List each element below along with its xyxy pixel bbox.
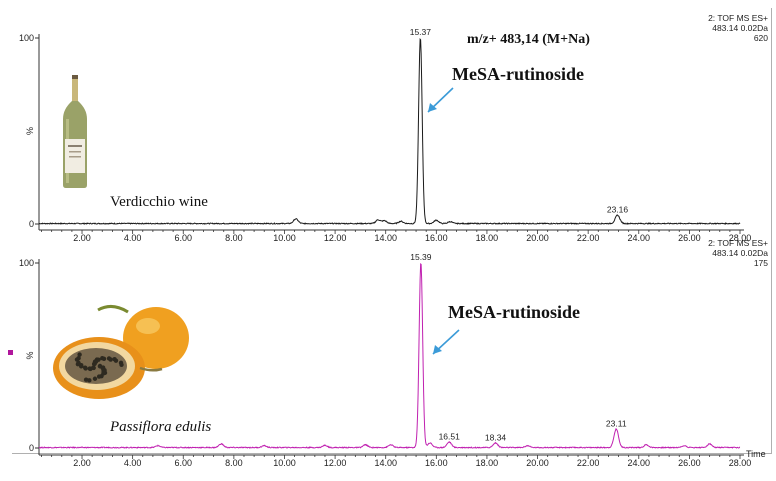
fruit-seed (101, 356, 107, 361)
fruit-seed (101, 368, 106, 374)
x-tick-label: 28.00 (729, 458, 752, 468)
x-tick-label: 26.00 (678, 458, 701, 468)
wine-bottle-icon (63, 75, 87, 188)
info-line: 2: TOF MS ES+ (708, 238, 768, 248)
peak-label: 23.16 (607, 205, 629, 215)
fruit-seed (108, 357, 113, 362)
fruit-seed (119, 362, 124, 367)
x-tick-label: 14.00 (374, 233, 397, 243)
y-tick-label-100: 100 (19, 258, 34, 268)
chromatogram-panel-1: 100% 0 2.00 4.00 6.00 8.00 10.00 12.00 14.00 16.0… (19, 13, 768, 243)
fruit-pulp (65, 348, 127, 384)
x-tick-label: 12.00 (324, 458, 347, 468)
y-axis-percent-label: % (25, 352, 35, 360)
x-tick-label: 18.00 (476, 233, 499, 243)
x-tick-label: 6.00 (174, 458, 192, 468)
bottle-label-line (69, 156, 81, 158)
bottle-cap (72, 75, 78, 79)
x-tick-label: 24.00 (628, 233, 651, 243)
passion-fruit-icon (53, 305, 189, 399)
x-tick-label: 16.00 (425, 233, 448, 243)
peak-label: 18.34 (485, 432, 507, 442)
x-tick-label: 20.00 (526, 233, 549, 243)
x-tick-label: 12.00 (324, 233, 347, 243)
fruit-seed (91, 365, 96, 370)
x-tick-label: 4.00 (124, 233, 142, 243)
fruit-highlight (136, 318, 160, 334)
y-tick-label-0: 0 (29, 219, 34, 229)
info-line: 483.14 0.02Da (712, 23, 768, 33)
x-tick-label: 28.00 (729, 233, 752, 243)
arrow-head-icon (433, 345, 442, 354)
fruit-half-stem (139, 366, 163, 372)
fruit-stem (97, 305, 129, 314)
bottle-neck (72, 79, 78, 101)
x-tick-label: 10.00 (273, 233, 296, 243)
x-tick-label: 10.00 (273, 458, 296, 468)
x-tick-label: 2.00 (73, 233, 91, 243)
fruit-seed (77, 352, 82, 357)
fruit-seed (82, 365, 88, 370)
sample-label: Verdicchio wine (110, 194, 208, 210)
sample-label: Passiflora edulis (109, 419, 211, 435)
x-axis-title: Time (746, 449, 766, 459)
compound-label: MeSA-rutinoside (452, 64, 584, 84)
fruit-seed (87, 378, 92, 383)
info-line: 175 (754, 258, 768, 268)
x-tick-label: 26.00 (678, 233, 701, 243)
x-tick-label: 8.00 (225, 458, 243, 468)
fruit-seed (93, 359, 99, 364)
info-line: 620 (754, 33, 768, 43)
x-tick-label: 18.00 (476, 458, 499, 468)
info-line: 483.14 0.02Da (712, 248, 768, 258)
peak-label: 16.51 (439, 431, 461, 441)
info-line: 2: TOF MS ES+ (708, 13, 768, 23)
bottle-label-line (69, 151, 81, 153)
fruit-seed (113, 358, 119, 363)
peak-label: 23.11 (606, 419, 627, 429)
figure-frame (12, 8, 772, 454)
fruit-seed (83, 377, 89, 382)
peak-label: 15.39 (410, 252, 432, 262)
x-tick-label: 22.00 (577, 458, 600, 468)
x-tick-label: 16.00 (425, 458, 448, 468)
fruit-seed (92, 376, 98, 381)
x-tick-label: 24.00 (628, 458, 651, 468)
arrow-head-icon (428, 103, 437, 112)
x-tick-label: 6.00 (174, 233, 192, 243)
x-tick-label: 22.00 (577, 233, 600, 243)
fruit-seed (96, 374, 102, 379)
chromatogram-trace (38, 263, 741, 449)
chromatogram-panel-2: 100% 0 2.00 4.00 6.00 8.00 10.00 12.00 14.00 16.0… (19, 238, 768, 468)
x-tick-label: 4.00 (124, 458, 142, 468)
fruit-seed (79, 362, 84, 368)
x-tick-label: 14.00 (374, 458, 397, 468)
y-axis-percent-label: % (25, 127, 35, 135)
compound-label: MeSA-rutinoside (448, 302, 580, 322)
y-tick-label-100: 100 (19, 33, 34, 43)
y-tick-label-0: 0 (29, 443, 34, 453)
fruit-seed (87, 366, 92, 371)
channel-marker (8, 350, 13, 355)
peak-label: 15.37 (410, 27, 432, 37)
x-tick-label: 2.00 (73, 458, 91, 468)
x-tick-label: 20.00 (526, 458, 549, 468)
x-tick-label: 8.00 (225, 233, 243, 243)
fruit-seed (76, 355, 81, 361)
bottle-label-line (68, 145, 82, 147)
chromatogram-trace (38, 37, 741, 225)
mass-annotation: m/z+ 483,14 (M+Na) (467, 32, 590, 47)
